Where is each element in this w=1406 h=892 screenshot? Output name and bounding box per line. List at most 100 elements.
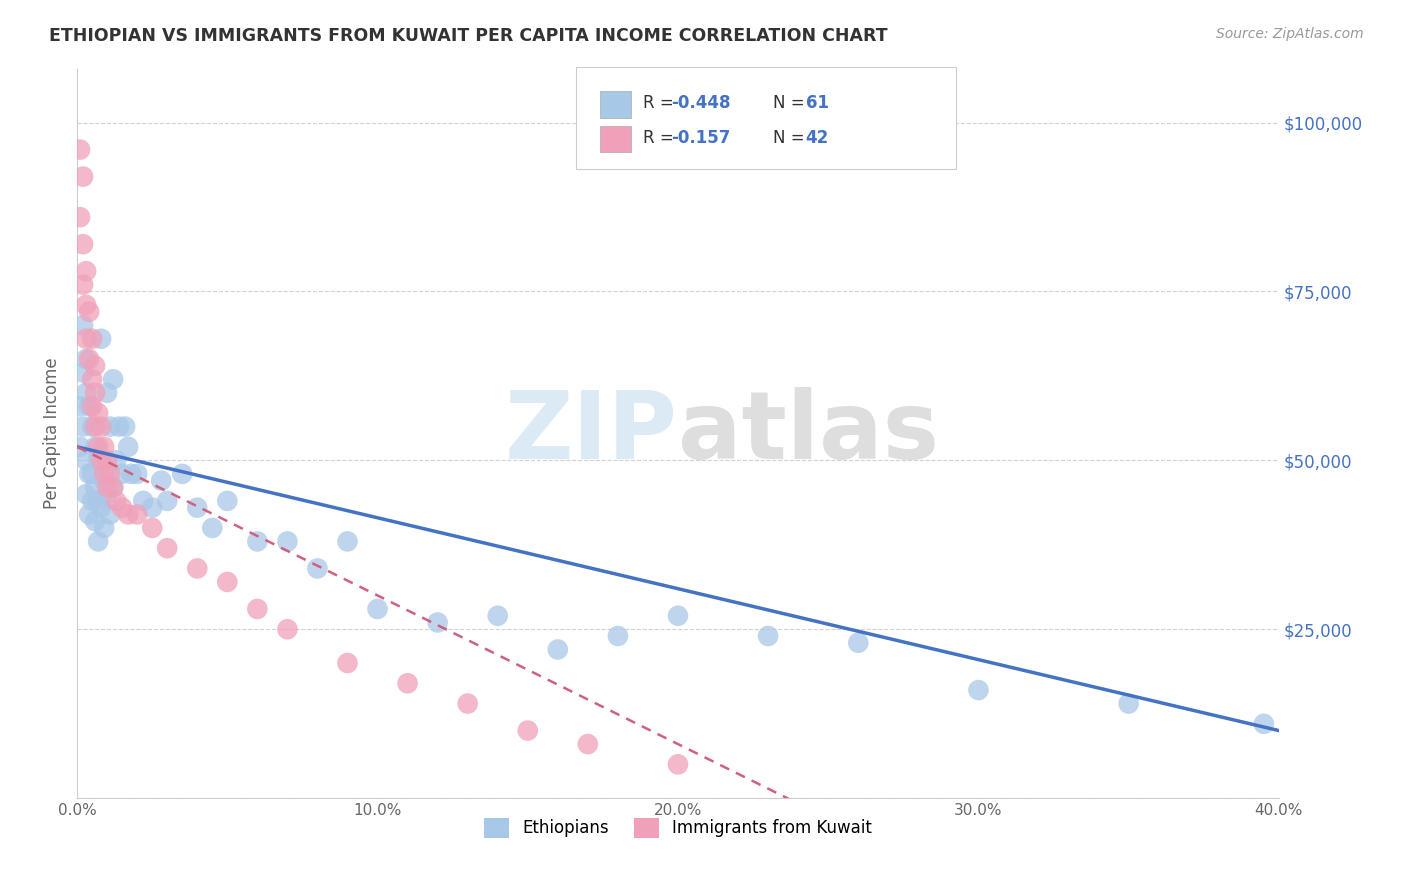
Point [276, 534, 298, 549]
Legend: Ethiopians, Immigrants from Kuwait: Ethiopians, Immigrants from Kuwait [477, 811, 879, 845]
Point [82, 419, 104, 434]
Point [72, 318, 94, 333]
Point [101, 480, 124, 494]
Point [87, 440, 110, 454]
Point [101, 480, 124, 494]
Point [96, 385, 118, 400]
Point [120, 467, 142, 481]
Point [77, 304, 100, 318]
Text: Source: ZipAtlas.com: Source: ZipAtlas.com [1216, 27, 1364, 41]
Point [132, 494, 155, 508]
Y-axis label: Per Capita Income: Per Capita Income [44, 358, 60, 509]
Point [72, 169, 94, 184]
Point [186, 500, 208, 515]
Point [117, 508, 139, 522]
Point [246, 534, 269, 549]
Text: R =: R = [643, 129, 679, 147]
Point [201, 521, 224, 535]
Point [98, 467, 121, 481]
Point [186, 561, 208, 575]
Point [606, 629, 628, 643]
Text: 61: 61 [806, 95, 828, 112]
Text: N =: N = [773, 95, 810, 112]
Point [82, 400, 104, 414]
Point [77, 508, 100, 522]
Point [75, 487, 97, 501]
Point [84, 480, 107, 494]
Text: 42: 42 [806, 129, 830, 147]
Text: ZIP: ZIP [505, 387, 678, 479]
Point [105, 494, 128, 508]
Point [114, 419, 136, 434]
Point [90, 500, 112, 515]
Point [84, 440, 107, 454]
Point [75, 453, 97, 467]
Point [150, 474, 173, 488]
Point [967, 683, 990, 698]
Point [72, 419, 94, 434]
Point [1253, 716, 1275, 731]
Point [156, 541, 179, 556]
Point [217, 574, 239, 589]
Point [141, 500, 163, 515]
Text: ETHIOPIAN VS IMMIGRANTS FROM KUWAIT PER CAPITA INCOME CORRELATION CHART: ETHIOPIAN VS IMMIGRANTS FROM KUWAIT PER … [49, 27, 887, 45]
Point [547, 642, 569, 657]
Point [72, 237, 94, 252]
Point [90, 332, 112, 346]
Point [90, 453, 112, 467]
Point [77, 400, 100, 414]
Text: atlas: atlas [678, 387, 939, 479]
Point [84, 514, 107, 528]
Point [93, 440, 115, 454]
Point [666, 608, 689, 623]
Point [117, 440, 139, 454]
Point [93, 467, 115, 481]
Point [77, 467, 100, 481]
Point [75, 332, 97, 346]
Point [156, 494, 179, 508]
Point [93, 474, 115, 488]
Point [72, 366, 94, 380]
Point [576, 737, 599, 751]
Point [90, 419, 112, 434]
Point [426, 615, 449, 630]
Point [82, 332, 104, 346]
Point [69, 210, 91, 224]
Text: R =: R = [643, 95, 679, 112]
Point [84, 359, 107, 373]
Point [105, 453, 128, 467]
Point [111, 467, 134, 481]
Point [75, 385, 97, 400]
Point [396, 676, 419, 690]
Point [96, 480, 118, 494]
Text: -0.448: -0.448 [671, 95, 730, 112]
Point [75, 298, 97, 312]
Point [87, 494, 110, 508]
Point [96, 487, 118, 501]
Point [1118, 697, 1140, 711]
Point [82, 494, 104, 508]
Point [87, 534, 110, 549]
Point [69, 440, 91, 454]
Point [756, 629, 779, 643]
Point [246, 602, 269, 616]
Point [336, 534, 359, 549]
Point [84, 419, 107, 434]
Point [457, 697, 479, 711]
Point [108, 419, 131, 434]
Point [69, 143, 91, 157]
Point [141, 521, 163, 535]
Point [367, 602, 389, 616]
Point [87, 453, 110, 467]
Point [666, 757, 689, 772]
Point [82, 372, 104, 386]
Point [98, 419, 121, 434]
Point [336, 656, 359, 670]
Point [127, 467, 149, 481]
Point [75, 351, 97, 366]
Point [217, 494, 239, 508]
Point [69, 400, 91, 414]
Point [172, 467, 194, 481]
Point [101, 372, 124, 386]
Point [96, 453, 118, 467]
